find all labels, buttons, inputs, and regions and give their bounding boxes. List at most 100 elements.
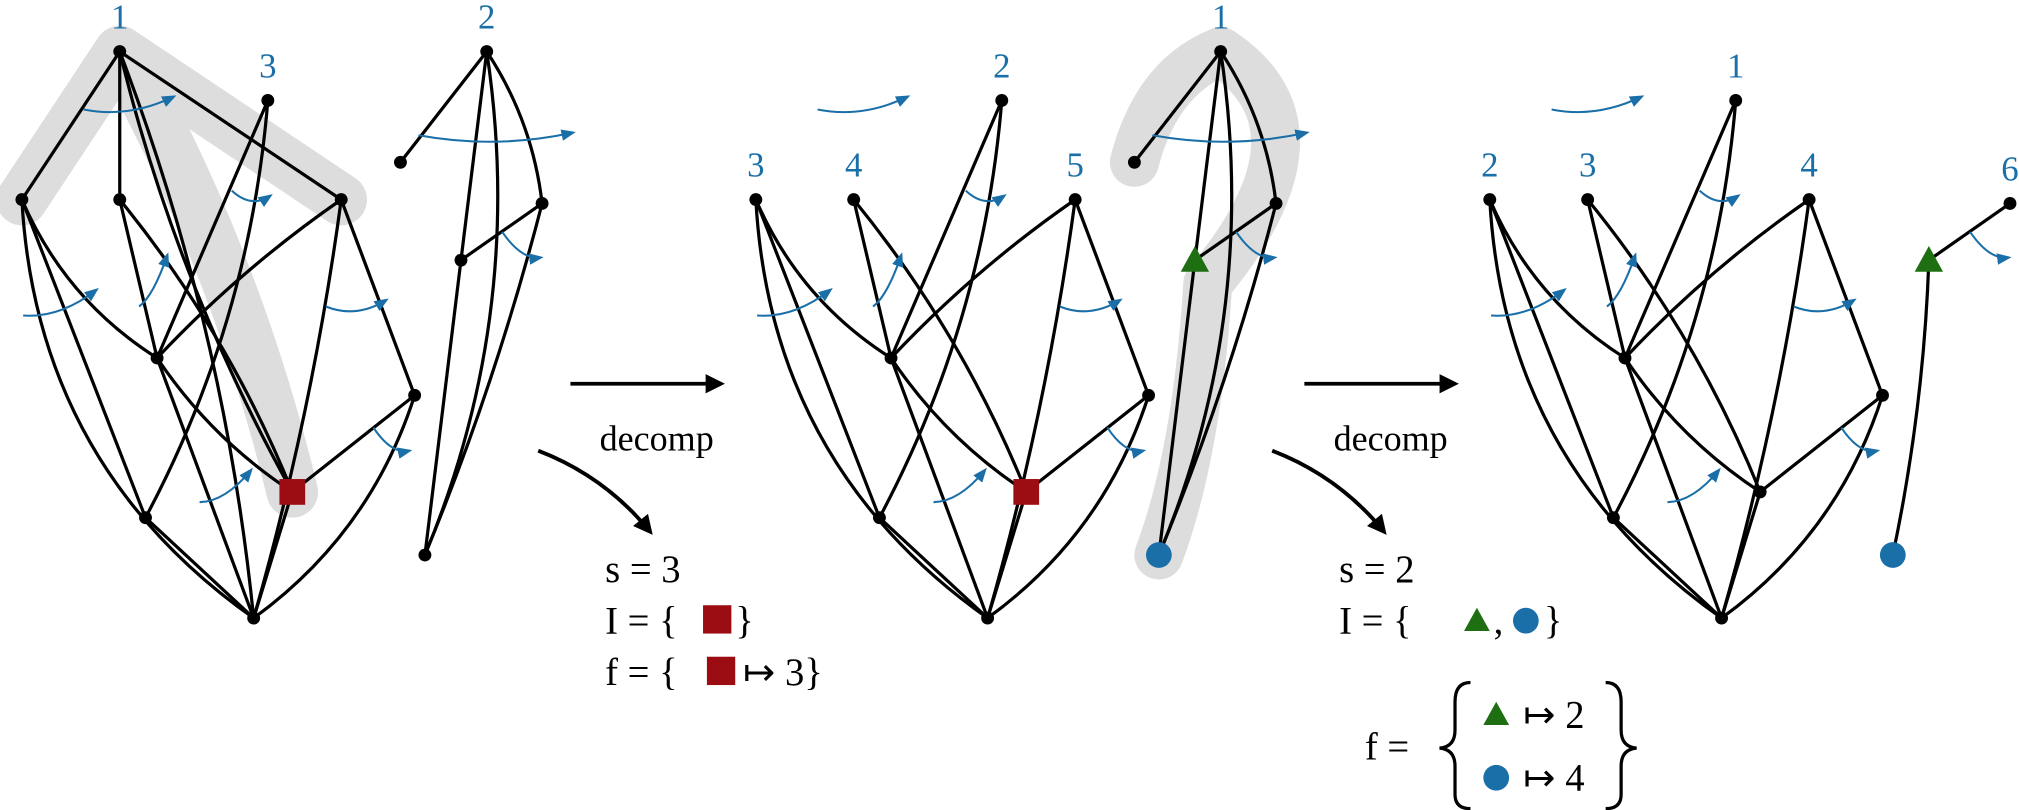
node-layer	[15, 45, 2017, 625]
node	[1068, 193, 1082, 207]
edge	[20, 50, 122, 201]
output-arrow	[1271, 448, 1387, 535]
edge	[460, 202, 544, 262]
node-blue-circle	[1145, 542, 1172, 568]
I-close: }	[1544, 601, 1563, 643]
edge	[1612, 516, 1723, 620]
edge	[144, 100, 270, 519]
node	[408, 388, 422, 402]
edge	[754, 199, 881, 519]
edge	[155, 357, 294, 494]
rotation-arrow	[501, 231, 544, 265]
edge	[878, 100, 1004, 519]
rotation-arrow	[1667, 467, 1721, 504]
f-map: ↦ 2	[1523, 695, 1584, 737]
edge	[252, 199, 343, 619]
edge	[1157, 259, 1197, 556]
rotation-arrow	[965, 189, 1007, 207]
edge	[1586, 199, 1627, 359]
node	[1483, 193, 1497, 207]
rotation-arrow	[1840, 426, 1881, 459]
node-label: 3	[747, 145, 764, 184]
node	[1802, 193, 1816, 207]
edge	[423, 259, 463, 556]
node	[535, 197, 549, 210]
node-label: 2	[478, 0, 495, 36]
node	[113, 193, 127, 207]
rotation-arrow	[817, 95, 911, 114]
edge	[155, 99, 270, 359]
edge	[1623, 99, 1738, 359]
node	[847, 193, 861, 207]
node-label: 2	[993, 46, 1010, 85]
edge	[118, 199, 159, 359]
rotation-arrow	[1969, 231, 2012, 265]
edge	[1623, 198, 1811, 360]
I-open: I = {	[1339, 601, 1411, 643]
blue-circle	[1512, 607, 1539, 634]
edge	[144, 516, 255, 620]
node-label: 3	[1579, 145, 1596, 184]
edge	[1488, 198, 1626, 360]
s-line: s = 2	[1339, 549, 1414, 591]
rotation-arrow	[757, 287, 833, 317]
node-label: 1	[111, 0, 128, 36]
edge	[986, 491, 1028, 619]
node	[261, 94, 275, 107]
edge	[118, 50, 343, 201]
output-arrow	[537, 448, 653, 535]
edge	[852, 198, 1028, 493]
edge	[1623, 357, 1724, 619]
edge	[155, 357, 256, 619]
rotation-arrow	[933, 467, 987, 504]
node	[884, 351, 898, 365]
node	[1753, 485, 1767, 499]
f-open: f = {	[605, 652, 677, 694]
green-triangle	[1464, 607, 1490, 631]
edge	[252, 394, 417, 620]
node	[1606, 511, 1620, 525]
rotation-arrow	[325, 298, 389, 313]
edge	[1720, 394, 1885, 620]
rotation-arrows	[23, 95, 2012, 504]
edge	[889, 357, 990, 619]
edge	[889, 357, 1028, 494]
edge	[459, 51, 489, 261]
edge	[1157, 203, 1278, 556]
node	[15, 193, 29, 207]
node	[873, 511, 886, 525]
node-label: 1	[1212, 0, 1229, 36]
node-label: 4	[845, 145, 862, 184]
edge	[291, 394, 416, 494]
node-label: 4	[1800, 145, 1817, 184]
I-open: I = {	[605, 601, 677, 643]
node	[981, 611, 995, 625]
edge	[1488, 199, 1723, 620]
node-label: 6	[2001, 149, 2018, 188]
edge	[986, 199, 1077, 619]
edge	[118, 50, 256, 619]
edge	[1611, 100, 1738, 519]
node	[2003, 197, 2017, 210]
f-map: ↦ 4	[1523, 758, 1584, 800]
edge	[1193, 202, 1277, 262]
node-label: 5	[1066, 145, 1083, 184]
f-map: ↦ 3}	[743, 652, 823, 694]
right-brace	[1605, 680, 1637, 810]
edge	[1488, 199, 1615, 519]
edge	[986, 394, 1151, 620]
edge	[1720, 199, 1811, 619]
f-open: f =	[1365, 727, 1409, 769]
rotation-arrow	[1152, 129, 1310, 143]
node-label: 1	[1727, 46, 1744, 85]
rotation-arrow	[1551, 95, 1645, 114]
edge	[423, 51, 500, 556]
edge	[1759, 394, 1884, 494]
I-sep: ,	[1494, 601, 1504, 643]
edge	[1073, 199, 1151, 396]
edge	[754, 198, 892, 360]
edge	[485, 50, 544, 204]
node-label: 2	[1481, 145, 1498, 184]
rotation-arrow	[1606, 252, 1637, 308]
